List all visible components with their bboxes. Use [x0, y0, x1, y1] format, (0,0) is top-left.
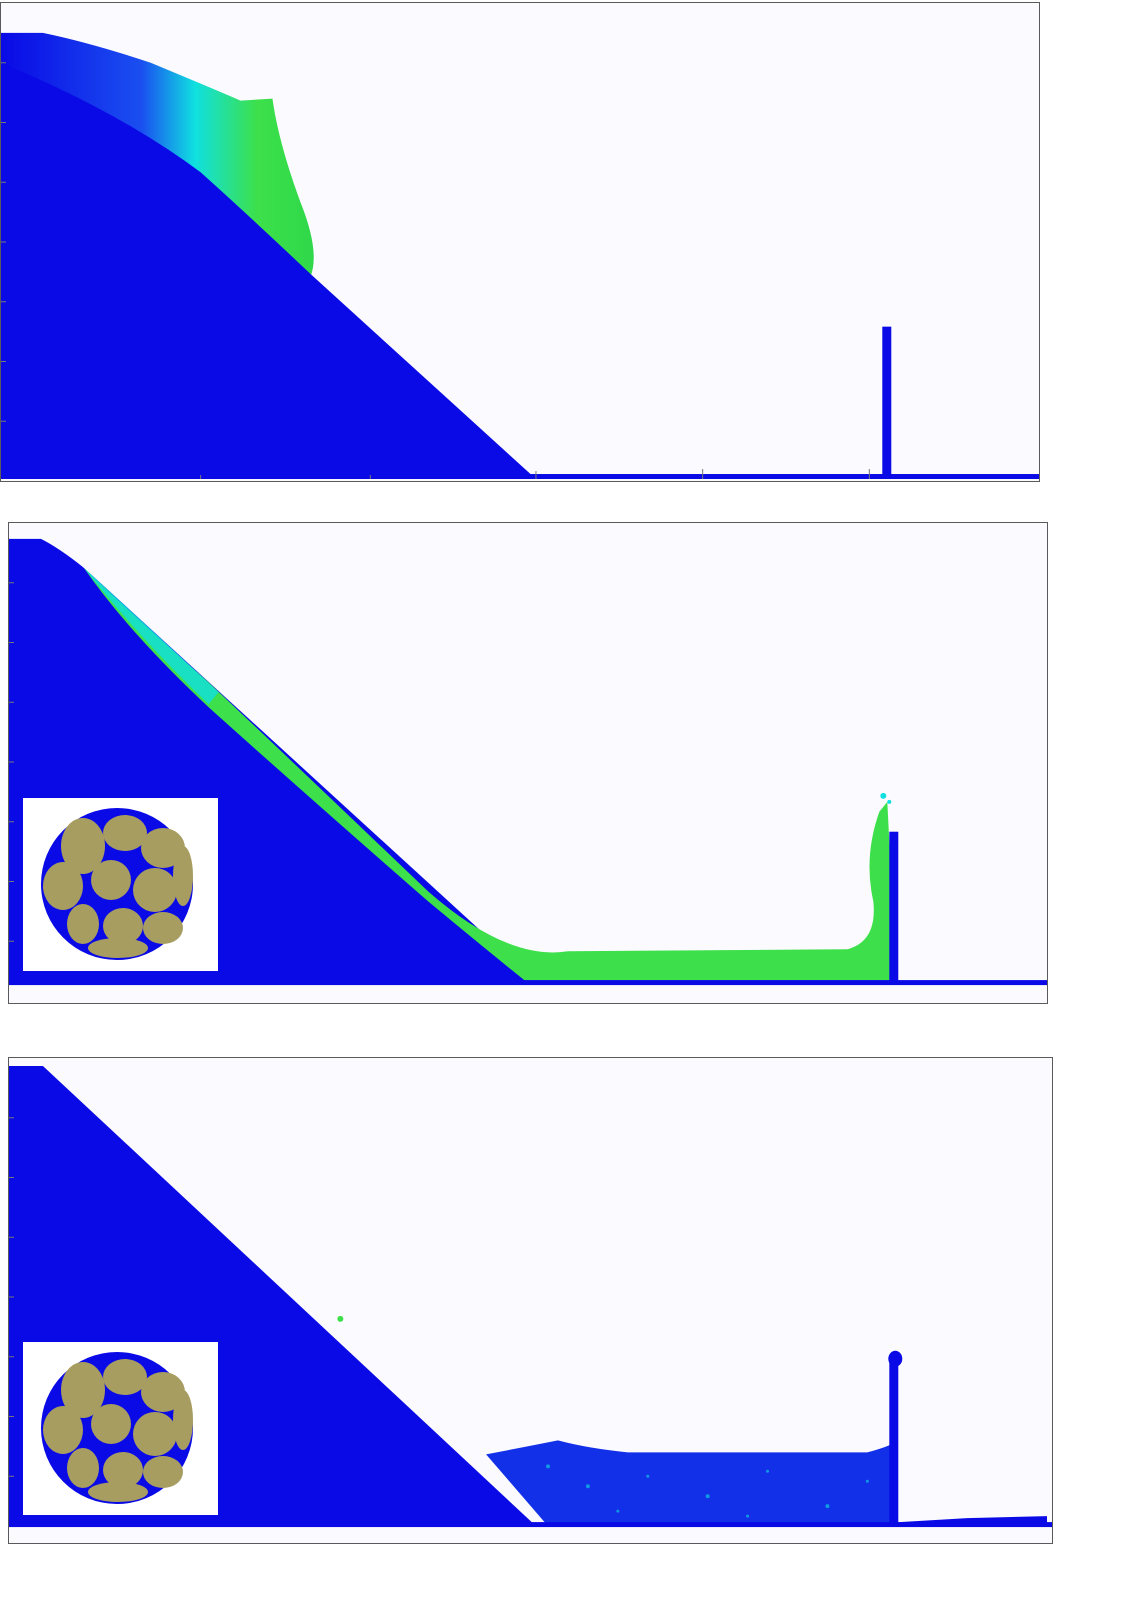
ground-line — [9, 1522, 1052, 1528]
ground-line — [1, 474, 1039, 480]
simulation-panel-deposition — [8, 1057, 1053, 1544]
simulation-panel-impact — [8, 522, 1048, 1004]
barrier-cap — [888, 1350, 903, 1367]
ground-line — [9, 980, 1047, 986]
overflow-deposit — [899, 1516, 1048, 1527]
left-axis-ticks — [9, 1117, 14, 1477]
barrier-wall — [889, 831, 899, 984]
splash-particle — [880, 792, 887, 799]
flow-front — [83, 567, 219, 705]
barrier-wall — [889, 1356, 899, 1525]
residual-particle — [337, 1315, 344, 1322]
bottom-axis-ticks — [200, 469, 870, 480]
slope-scene — [1, 32, 1039, 480]
barrier-wall — [882, 326, 892, 477]
simulation-panel-initial — [0, 2, 1040, 482]
granular-sample-icon — [41, 1352, 193, 1504]
granular-sample-inset — [23, 1342, 218, 1515]
left-axis-ticks — [9, 582, 14, 942]
splash-particle — [887, 799, 892, 804]
granular-sample-inset — [23, 798, 218, 971]
left-axis-ticks — [1, 62, 6, 422]
deposit-layer — [486, 1440, 894, 1527]
slope-body — [1, 62, 536, 480]
granular-sample-icon — [41, 808, 193, 960]
deposit-speckles — [545, 1464, 869, 1518]
